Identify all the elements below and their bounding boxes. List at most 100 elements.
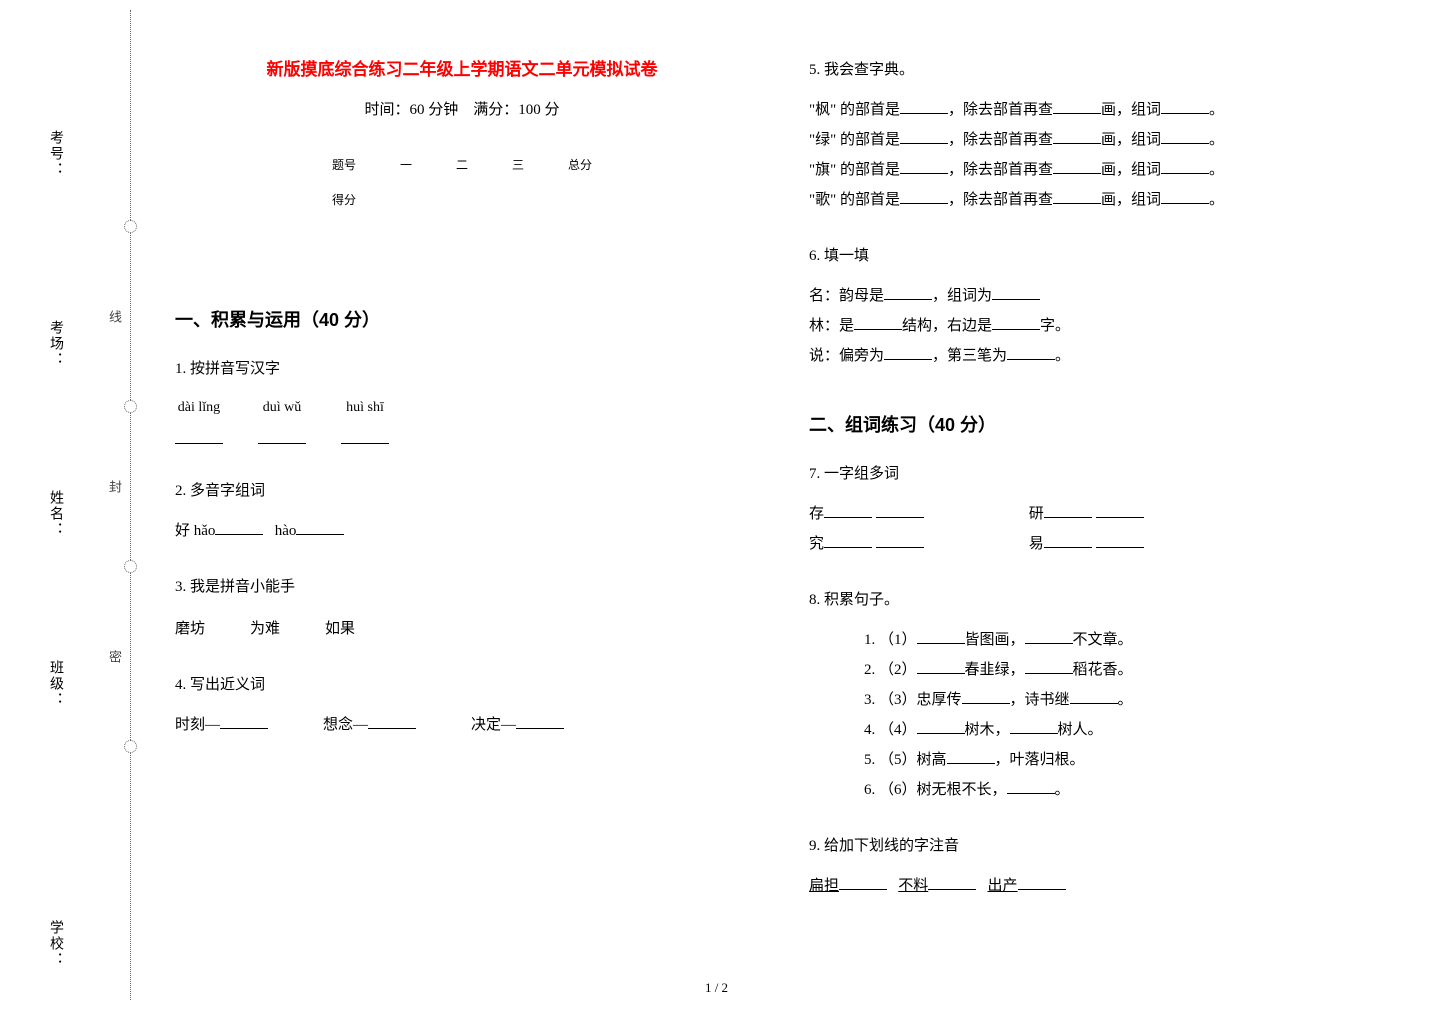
answer-blank[interactable] bbox=[947, 749, 995, 764]
q8-sub: 1. （1）皆图画，不文章。 bbox=[864, 625, 1383, 655]
question-1: 1. 按拼音写汉字 dài lǐng duì wǔ huì shī bbox=[175, 354, 749, 450]
answer-blank[interactable] bbox=[220, 714, 268, 729]
binding-dotted-line bbox=[130, 10, 131, 1000]
answer-blank[interactable] bbox=[854, 315, 902, 330]
answer-blank[interactable] bbox=[175, 430, 223, 444]
q2-body: 好 hǎo hào bbox=[175, 516, 749, 546]
answer-blank[interactable] bbox=[884, 345, 932, 360]
answer-blank[interactable] bbox=[900, 99, 948, 114]
answer-blank[interactable] bbox=[1053, 129, 1101, 144]
answer-blank[interactable] bbox=[215, 520, 263, 535]
score-cell bbox=[434, 182, 490, 217]
answer-blank[interactable] bbox=[992, 315, 1040, 330]
table-row: 得分 bbox=[310, 182, 614, 217]
q9-words: 扁担 不料 出产 bbox=[809, 871, 1383, 901]
q5-line: "旗" 的部首是，除去部首再查画，组词。 bbox=[809, 155, 1383, 185]
answer-blank[interactable] bbox=[1161, 159, 1209, 174]
question-4: 4. 写出近义词 时刻— 想念— 决定— bbox=[175, 670, 749, 740]
answer-blank[interactable] bbox=[917, 719, 965, 734]
q8-stem: 8. 积累句子。 bbox=[809, 585, 1383, 615]
q3-stem: 3. 我是拼音小能手 bbox=[175, 572, 749, 602]
q6-stem: 6. 填一填 bbox=[809, 241, 1383, 271]
question-8: 8. 积累句子。 1. （1）皆图画，不文章。 2. （2）春韭绿，稻花香。 3… bbox=[809, 585, 1383, 805]
answer-blank[interactable] bbox=[1044, 503, 1092, 518]
answer-blank[interactable] bbox=[900, 129, 948, 144]
answer-blank[interactable] bbox=[341, 430, 389, 444]
binding-circle bbox=[124, 400, 137, 413]
synonym-item: 时刻— bbox=[175, 710, 268, 740]
left-column: 新版摸底综合练习二年级上学期语文二单元模拟试卷 时间：60 分钟 满分：100 … bbox=[175, 55, 749, 981]
answer-blank[interactable] bbox=[1161, 129, 1209, 144]
q3-words: 磨坊 为难 如果 bbox=[175, 614, 749, 644]
answer-blank[interactable] bbox=[1161, 189, 1209, 204]
q7-item: 存 bbox=[809, 499, 924, 529]
synonym-item: 决定— bbox=[471, 710, 564, 740]
answer-blank[interactable] bbox=[368, 714, 416, 729]
time-score-line: 时间：60 分钟 满分：100 分 bbox=[175, 98, 749, 119]
pinyin-item: huì shī bbox=[341, 394, 389, 444]
answer-blank[interactable] bbox=[1044, 533, 1092, 548]
binding-area: 考号： 考场： 姓名： 班级： 学校： 线 封 密 bbox=[0, 0, 160, 1011]
answer-blank[interactable] bbox=[1096, 503, 1144, 518]
question-6: 6. 填一填 名：韵母是，组词为 林：是结构，右边是字。 说：偏旁为，第三笔为。 bbox=[809, 241, 1383, 371]
score-cell: 一 bbox=[378, 147, 434, 182]
time-label: 时间： bbox=[364, 102, 409, 118]
score-table: 题号 一 二 三 总分 得分 bbox=[310, 147, 614, 217]
q4-items: 时刻— 想念— 决定— bbox=[175, 710, 749, 740]
answer-blank[interactable] bbox=[1025, 659, 1073, 674]
answer-blank[interactable] bbox=[992, 285, 1040, 300]
answer-blank[interactable] bbox=[900, 159, 948, 174]
score-cell bbox=[490, 182, 546, 217]
pinyin-item: dài lǐng bbox=[175, 394, 223, 444]
binding-word-xian: 线 bbox=[105, 310, 124, 329]
exam-title: 新版摸底综合练习二年级上学期语文二单元模拟试卷 bbox=[175, 55, 749, 80]
answer-blank[interactable] bbox=[1053, 99, 1101, 114]
score-cell: 总分 bbox=[546, 147, 614, 182]
time-value: 60 分钟 bbox=[409, 102, 458, 118]
answer-blank[interactable] bbox=[516, 714, 564, 729]
answer-blank[interactable] bbox=[1007, 345, 1055, 360]
answer-blank[interactable] bbox=[296, 520, 344, 535]
answer-blank[interactable] bbox=[258, 430, 306, 444]
answer-blank[interactable] bbox=[1096, 533, 1144, 548]
binding-label-school: 学校： bbox=[45, 920, 65, 968]
page-number: 1 / 2 bbox=[705, 980, 728, 996]
q1-stem: 1. 按拼音写汉字 bbox=[175, 354, 749, 384]
answer-blank[interactable] bbox=[917, 629, 965, 644]
q8-sub: 6. （6）树无根不长，。 bbox=[864, 775, 1383, 805]
answer-blank[interactable] bbox=[962, 689, 1010, 704]
section-2-title: 二、组词练习（40 分） bbox=[809, 411, 1383, 437]
answer-blank[interactable] bbox=[876, 533, 924, 548]
q9-word: 出产 bbox=[988, 871, 1066, 901]
answer-blank[interactable] bbox=[900, 189, 948, 204]
q9-stem: 9. 给加下划线的字注音 bbox=[809, 831, 1383, 861]
answer-blank[interactable] bbox=[1053, 189, 1101, 204]
q1-pinyin-row: dài lǐng duì wǔ huì shī bbox=[175, 394, 749, 444]
answer-blank[interactable] bbox=[928, 875, 976, 890]
answer-blank[interactable] bbox=[1010, 719, 1058, 734]
answer-blank[interactable] bbox=[839, 875, 887, 890]
answer-blank[interactable] bbox=[824, 533, 872, 548]
question-9: 9. 给加下划线的字注音 扁担 不料 出产 bbox=[809, 831, 1383, 901]
q8-sub: 3. （3）忠厚传，诗书继。 bbox=[864, 685, 1383, 715]
answer-blank[interactable] bbox=[824, 503, 872, 518]
answer-blank[interactable] bbox=[917, 659, 965, 674]
binding-label-name: 姓名： bbox=[45, 490, 65, 538]
q5-line: "枫" 的部首是，除去部首再查画，组词。 bbox=[809, 95, 1383, 125]
content-area: 新版摸底综合练习二年级上学期语文二单元模拟试卷 时间：60 分钟 满分：100 … bbox=[175, 55, 1383, 981]
full-value: 100 分 bbox=[518, 102, 559, 118]
answer-blank[interactable] bbox=[1007, 779, 1055, 794]
answer-blank[interactable] bbox=[884, 285, 932, 300]
answer-blank[interactable] bbox=[876, 503, 924, 518]
binding-word-feng: 封 bbox=[105, 480, 124, 499]
question-3: 3. 我是拼音小能手 磨坊 为难 如果 bbox=[175, 572, 749, 644]
answer-blank[interactable] bbox=[1053, 159, 1101, 174]
q4-stem: 4. 写出近义词 bbox=[175, 670, 749, 700]
q5-stem: 5. 我会查字典。 bbox=[809, 55, 1383, 85]
answer-blank[interactable] bbox=[1161, 99, 1209, 114]
answer-blank[interactable] bbox=[1018, 875, 1066, 890]
answer-blank[interactable] bbox=[1070, 689, 1118, 704]
answer-blank[interactable] bbox=[1025, 629, 1073, 644]
q3-word: 磨坊 bbox=[175, 614, 205, 644]
pinyin-item: duì wǔ bbox=[258, 394, 306, 444]
